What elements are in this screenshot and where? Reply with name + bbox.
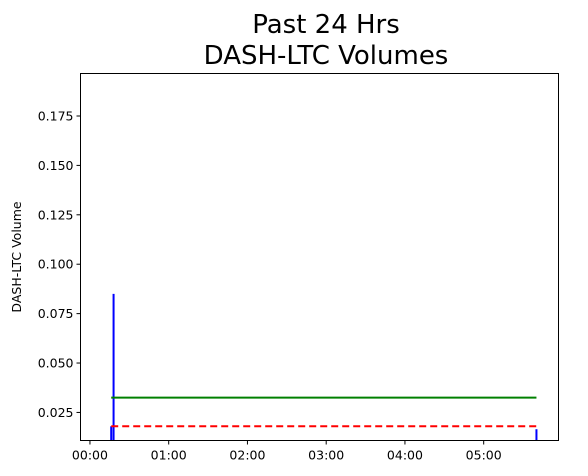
x-axis: 00:00 01:00 02:00 03:00 04:00 05:00 <box>72 440 502 463</box>
y-tick-label: 0.100 <box>38 257 74 272</box>
plot-area <box>110 293 538 441</box>
y-tick-label: 0.050 <box>38 356 74 371</box>
chart-title-line-1: Past 24 Hrs <box>252 10 400 40</box>
x-tick-label: 01:00 <box>151 448 187 463</box>
x-tick-label: 03:00 <box>308 448 344 463</box>
plot-frame <box>80 73 559 441</box>
x-tick-label: 04:00 <box>387 448 423 463</box>
y-tick-label: 0.175 <box>38 108 74 123</box>
x-tick-label: 00:00 <box>72 448 108 463</box>
x-tick-label: 05:00 <box>466 448 502 463</box>
y-tick-label: 0.025 <box>38 405 74 420</box>
chart-title-line-2: DASH-LTC Volumes <box>204 41 449 71</box>
y-tick-label: 0.150 <box>38 158 74 173</box>
y-tick-label: 0.075 <box>38 306 74 321</box>
x-tick-label: 02:00 <box>229 448 265 463</box>
y-axis-label: DASH-LTC Volume <box>9 201 24 312</box>
y-tick-label: 0.125 <box>38 207 74 222</box>
y-axis: 0.025 0.050 0.075 0.100 0.125 0.150 0.175 <box>38 108 81 420</box>
